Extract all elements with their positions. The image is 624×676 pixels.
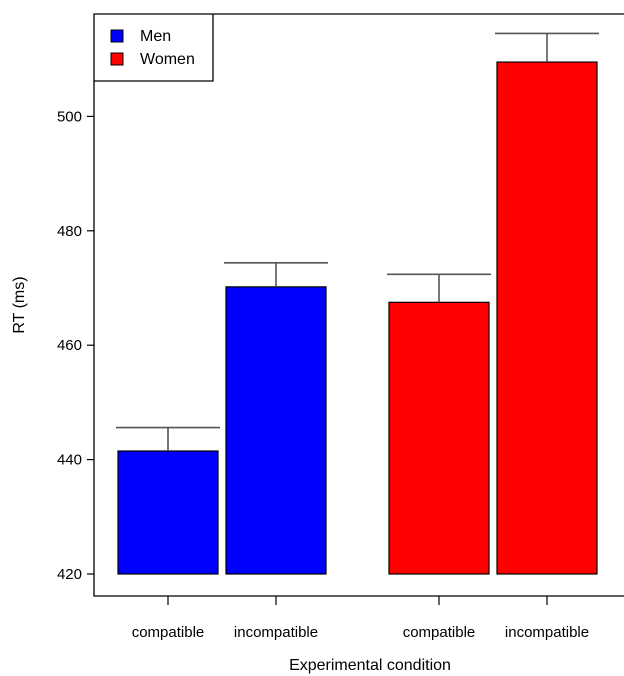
legend: Men Women [94,14,214,82]
bar [496,61,598,575]
legend-label: Women [140,51,195,68]
bar [117,450,219,575]
legend-label: Men [140,28,171,45]
x-axis-label: Experimental condition [289,657,451,674]
y-tick-label: 440 [57,452,82,469]
plot-frame [93,13,624,597]
y-tick-label: 420 [57,566,82,583]
legend-swatch [110,52,124,66]
x-tick-label: compatible [132,624,205,641]
y-tick-label: 460 [57,337,82,354]
x-tick-label: compatible [403,624,476,641]
y-tick-label: 480 [57,223,82,240]
y-tick-label: 500 [57,108,82,125]
bar [225,286,327,575]
legend-frame [94,14,214,82]
error-bars-layer [116,32,599,452]
y-axis-label: RT (ms) [11,276,28,333]
legend-swatch [110,29,124,43]
x-tick-label: incompatible [234,624,318,641]
bars-layer [117,61,598,575]
bar [388,301,490,575]
x-axis: compatible incompatible compatible incompat… [132,596,589,641]
y-axis: 420 440 460 480 500 [57,108,94,583]
x-tick-label: incompatible [505,624,589,641]
